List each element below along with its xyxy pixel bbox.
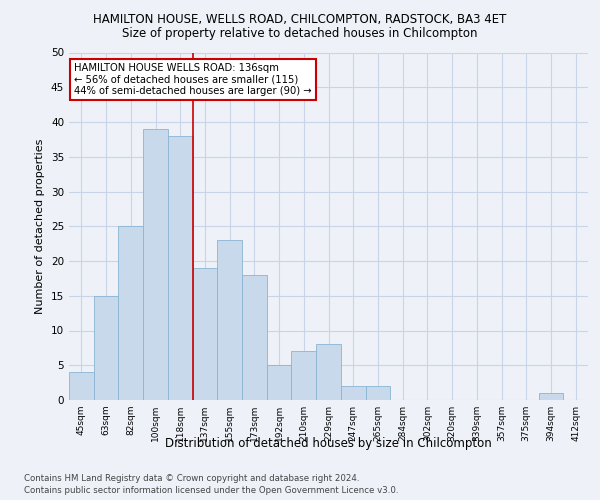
Text: Contains HM Land Registry data © Crown copyright and database right 2024.: Contains HM Land Registry data © Crown c… — [24, 474, 359, 483]
Bar — [69, 372, 94, 400]
Bar — [242, 275, 267, 400]
Text: Distribution of detached houses by size in Chilcompton: Distribution of detached houses by size … — [166, 438, 492, 450]
Bar — [365, 386, 390, 400]
Text: HAMILTON HOUSE WELLS ROAD: 136sqm
← 56% of detached houses are smaller (115)
44%: HAMILTON HOUSE WELLS ROAD: 136sqm ← 56% … — [74, 63, 312, 96]
Bar — [193, 268, 217, 400]
Bar — [217, 240, 242, 400]
Bar — [316, 344, 341, 400]
Text: Size of property relative to detached houses in Chilcompton: Size of property relative to detached ho… — [122, 28, 478, 40]
Text: HAMILTON HOUSE, WELLS ROAD, CHILCOMPTON, RADSTOCK, BA3 4ET: HAMILTON HOUSE, WELLS ROAD, CHILCOMPTON,… — [94, 12, 506, 26]
Bar — [168, 136, 193, 400]
Bar — [341, 386, 365, 400]
Bar — [267, 365, 292, 400]
Bar — [143, 129, 168, 400]
Bar — [539, 393, 563, 400]
Bar — [292, 352, 316, 400]
Bar — [118, 226, 143, 400]
Y-axis label: Number of detached properties: Number of detached properties — [35, 138, 46, 314]
Bar — [94, 296, 118, 400]
Text: Contains public sector information licensed under the Open Government Licence v3: Contains public sector information licen… — [24, 486, 398, 495]
